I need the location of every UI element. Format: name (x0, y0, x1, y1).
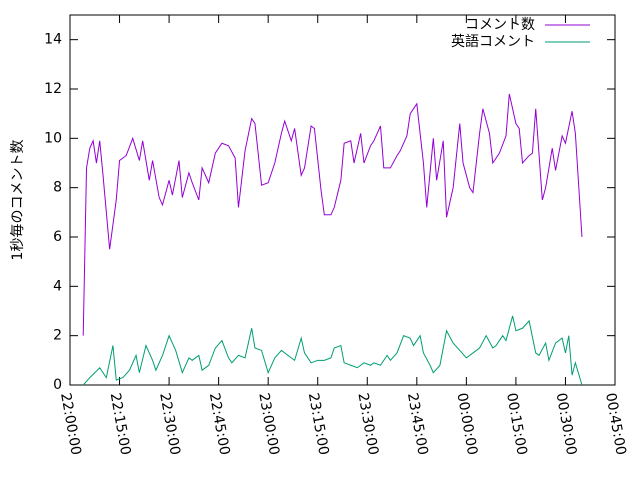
x-tick-label: 00:15:00 (503, 392, 530, 457)
y-tick-label: 10 (44, 130, 62, 146)
x-tick-label: 00:00:00 (453, 392, 480, 457)
x-tick-label: 23:45:00 (404, 392, 431, 457)
plot-frame (69, 14, 616, 386)
x-tick-label: 22:00:00 (57, 392, 84, 457)
x-tick-label: 00:30:00 (553, 392, 580, 457)
x-tick-label: 22:30:00 (156, 392, 183, 457)
legend-label: コメント数 (465, 17, 535, 33)
series-line (82, 93, 583, 336)
x-tick-label: 22:15:00 (107, 392, 134, 457)
y-tick-label: 2 (53, 328, 62, 344)
y-tick-label: 4 (53, 278, 62, 294)
y-tick-label: 8 (53, 180, 62, 196)
y-tick-label: 0 (53, 377, 62, 393)
legend-label: 英語コメント (451, 33, 535, 50)
x-tick-label: 00:45:00 (602, 392, 629, 457)
x-tick-label: 23:30:00 (354, 392, 381, 457)
y-axis-label: 1秒毎のコメント数 (10, 140, 26, 261)
x-tick-label: 22:45:00 (206, 392, 233, 457)
x-tick-label: 23:00:00 (255, 392, 282, 457)
x-tick-label: 23:15:00 (305, 392, 332, 457)
y-tick-label: 14 (44, 32, 62, 48)
y-tick-label: 6 (53, 229, 62, 245)
y-tick-label: 12 (44, 81, 62, 97)
series-line (82, 315, 583, 386)
